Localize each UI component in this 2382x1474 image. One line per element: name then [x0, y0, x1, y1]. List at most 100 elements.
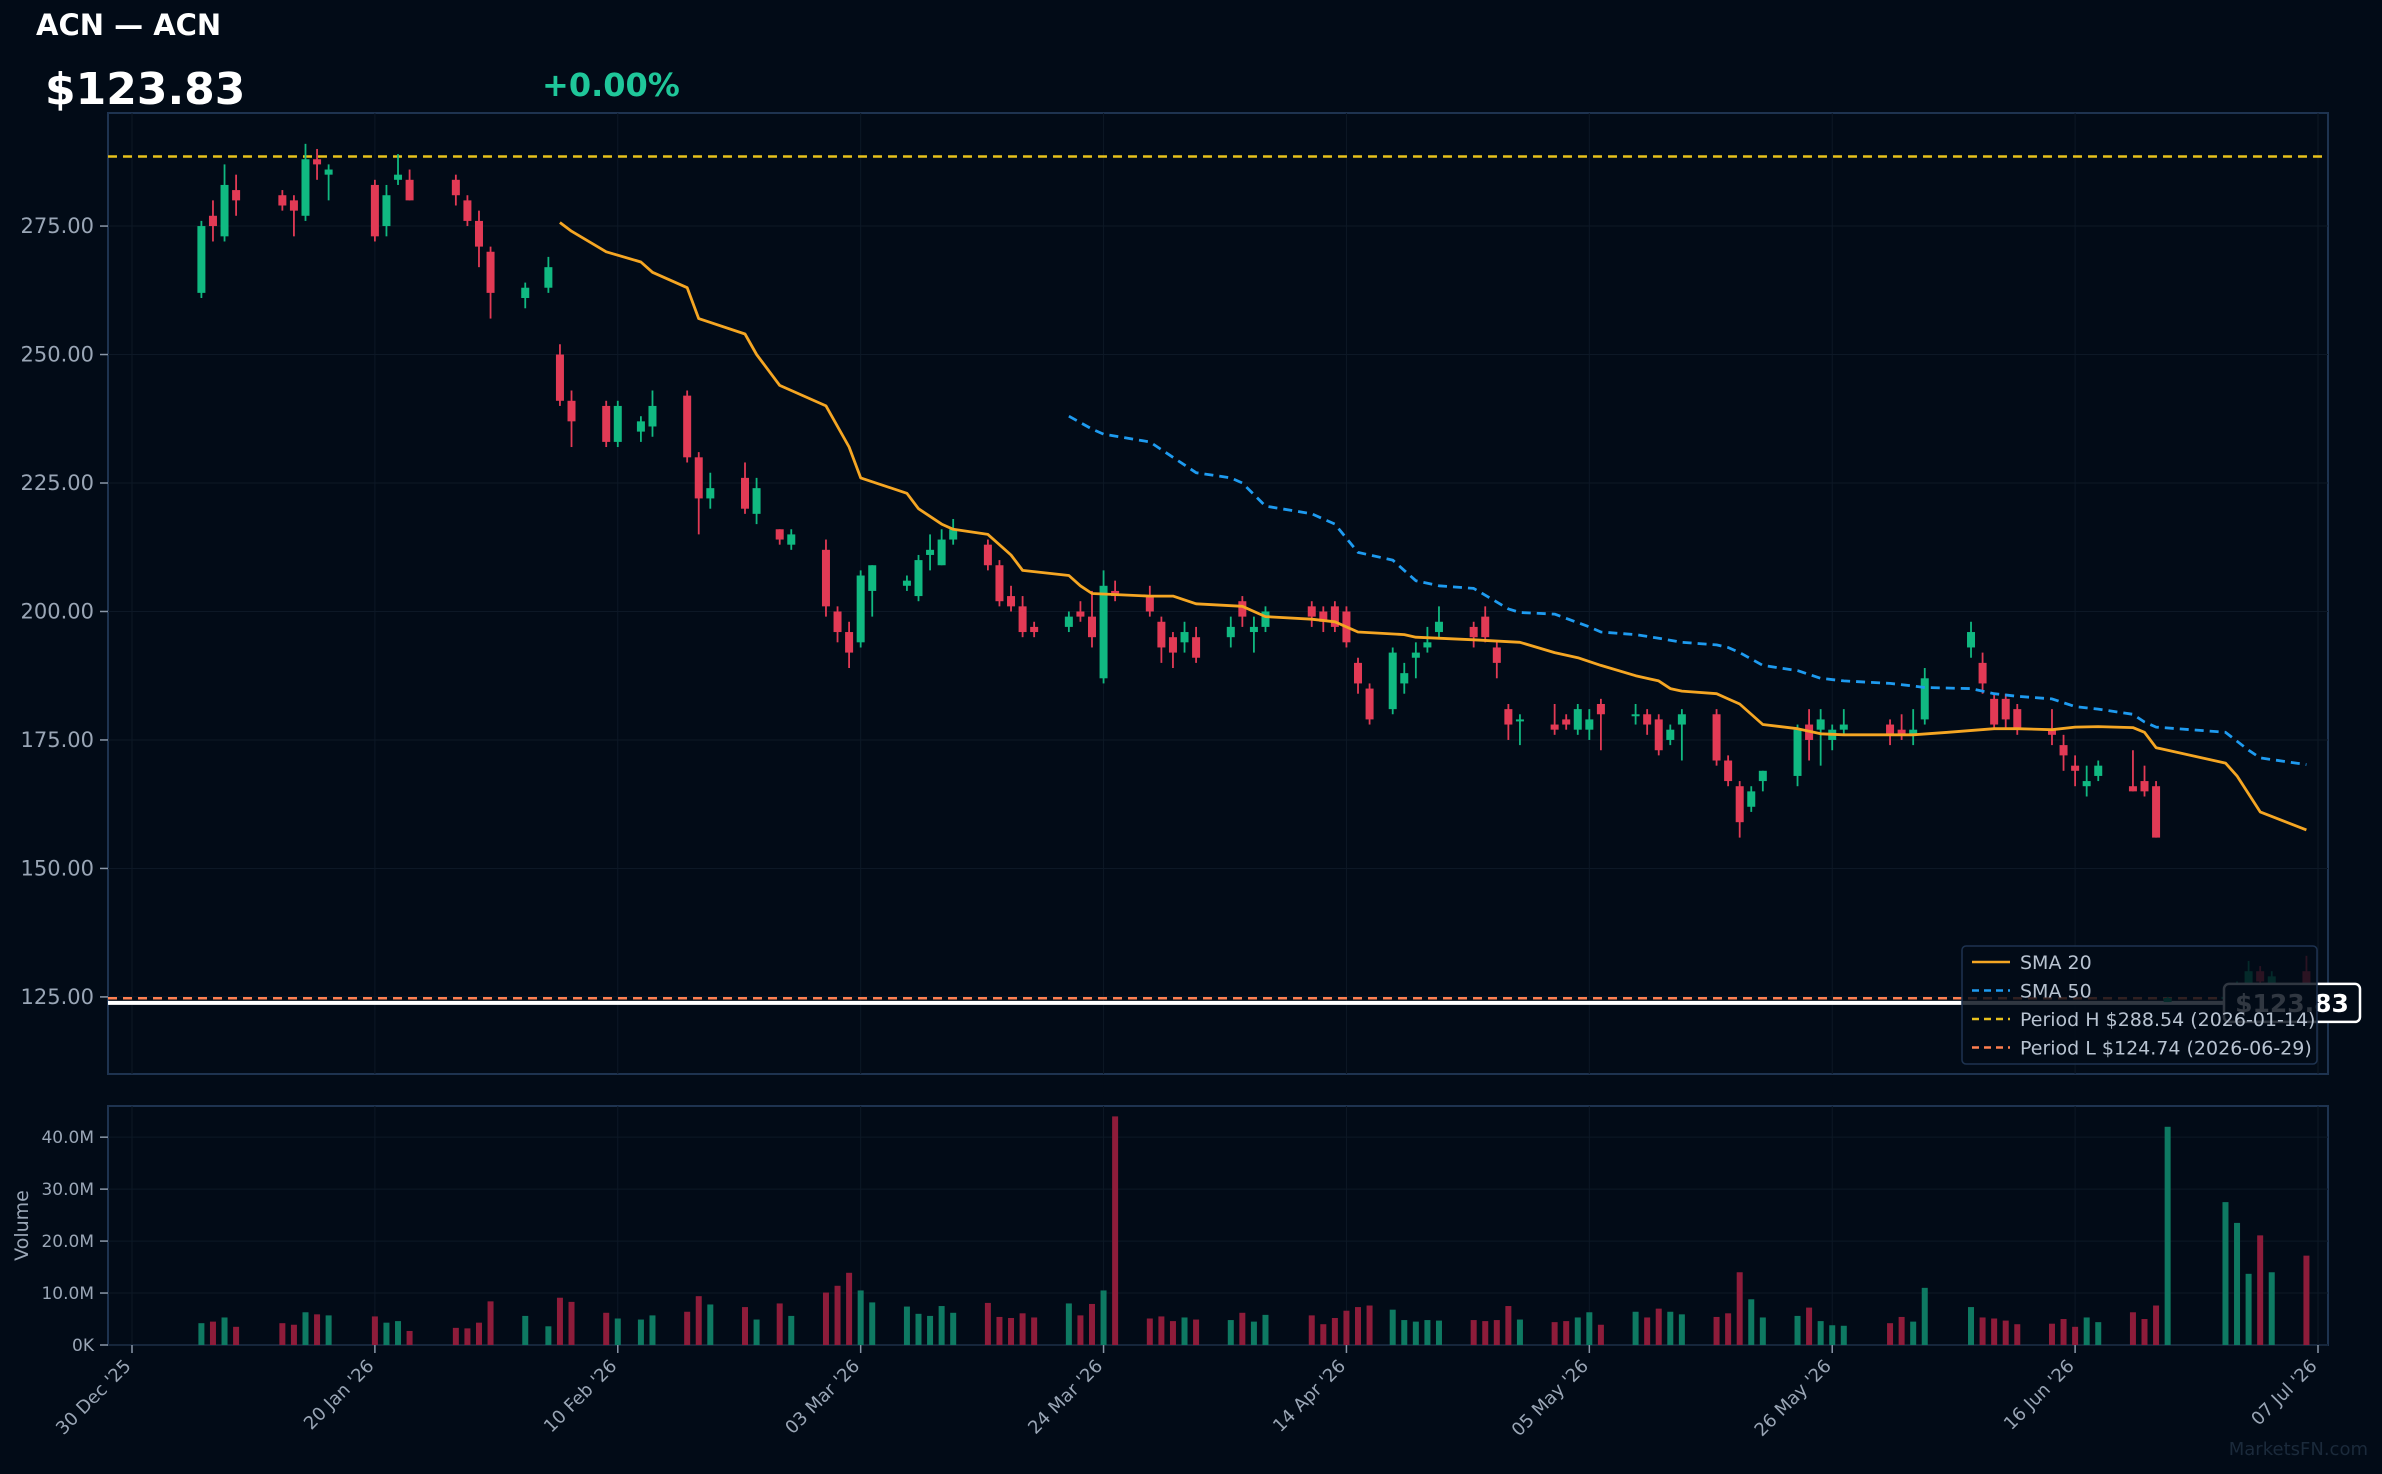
- candle-body: [1076, 611, 1085, 617]
- x-tick-label: 24 Mar '26: [1024, 1356, 1107, 1439]
- y-tick-label: 275.00: [21, 214, 94, 238]
- current-price: $123.83: [45, 64, 246, 115]
- volume-bar: [221, 1317, 228, 1345]
- volume-bar: [1921, 1287, 1928, 1345]
- candle-body: [1192, 637, 1201, 658]
- volume-bar: [314, 1314, 321, 1345]
- candle-body: [1099, 585, 1108, 679]
- price-change: +0.00%: [542, 66, 680, 104]
- candle-body: [1238, 601, 1247, 617]
- candle-body: [451, 179, 460, 196]
- volume-bar: [1644, 1317, 1651, 1345]
- candle-body: [937, 539, 946, 566]
- volume-bar: [996, 1316, 1003, 1345]
- candle-body: [1839, 724, 1848, 730]
- volume-bar: [2164, 1126, 2171, 1345]
- volume-bar: [1424, 1320, 1431, 1345]
- candle-body: [220, 184, 229, 237]
- legend-label: SMA 50: [2020, 981, 2092, 1003]
- candle-body: [845, 632, 854, 653]
- volume-bar: [927, 1315, 934, 1345]
- candle-body: [1157, 621, 1166, 648]
- volume-bar: [1019, 1313, 1026, 1345]
- volume-bar: [1655, 1308, 1662, 1345]
- volume-bar: [1748, 1299, 1755, 1345]
- y-tick-label: 150.00: [21, 856, 94, 880]
- sma20-line: [559, 221, 2307, 832]
- candle-body: [856, 575, 865, 643]
- volume-bar: [1181, 1317, 1188, 1345]
- volume-bar: [1794, 1315, 1801, 1345]
- volume-bar: [950, 1312, 957, 1345]
- legend-box: [1961, 945, 2318, 1065]
- candle-body: [1596, 703, 1605, 715]
- candle-body: [1330, 606, 1339, 627]
- volume-bar: [869, 1302, 876, 1345]
- candle-body: [1354, 662, 1363, 684]
- candle-body: [902, 580, 911, 586]
- volume-bar: [1516, 1319, 1523, 1345]
- volume-bar: [684, 1311, 691, 1345]
- volume-bar: [1898, 1316, 1905, 1345]
- volume-bar: [475, 1322, 482, 1345]
- candle-body: [2001, 698, 2010, 720]
- volume-bar: [846, 1272, 853, 1345]
- volume-bar: [1632, 1311, 1639, 1345]
- candle-body: [1920, 678, 1929, 720]
- volume-bar: [2048, 1323, 2055, 1345]
- candle-body: [752, 488, 761, 514]
- candle-body: [775, 529, 784, 540]
- candle-body: [1492, 647, 1501, 663]
- volume-bar: [1401, 1320, 1408, 1345]
- x-tick-label: 07 Jul '26: [2247, 1356, 2321, 1430]
- candle-body: [1030, 626, 1039, 633]
- volume-bar: [1725, 1313, 1732, 1345]
- candle-body: [2082, 781, 2091, 787]
- watermark: MarketsFN.com: [2228, 1439, 2368, 1460]
- candle-body: [555, 354, 564, 401]
- volume-bar: [742, 1307, 749, 1345]
- volume-bar: [2141, 1319, 2148, 1345]
- candle-body: [636, 421, 645, 432]
- volume-bar: [2268, 1272, 2275, 1345]
- candle-body: [694, 457, 703, 499]
- y-tick-label: 250.00: [21, 343, 94, 367]
- candle-body: [567, 400, 576, 422]
- candle-body: [1007, 596, 1016, 607]
- x-tick-label: 26 May '26: [1751, 1356, 1836, 1441]
- candle-body: [1307, 606, 1316, 617]
- volume-bar: [1146, 1318, 1153, 1345]
- candle-body: [983, 544, 992, 566]
- volume-bar: [1065, 1303, 1072, 1345]
- candle-body: [2059, 745, 2068, 756]
- candle-body: [995, 565, 1004, 602]
- candle-body: [1064, 616, 1073, 627]
- volume-bar: [1320, 1324, 1327, 1345]
- volume-tick-label: 0K: [72, 1336, 95, 1356]
- volume-bar: [788, 1315, 795, 1345]
- volume-bar: [1482, 1321, 1489, 1345]
- x-axis: 30 Dec '25 20 Jan '26 10 Feb '26 03 Mar '26…: [52, 1345, 2322, 1441]
- x-tick-label: 10 Feb '26: [540, 1356, 621, 1437]
- candle-body: [1677, 714, 1686, 725]
- candle-body: [486, 251, 495, 293]
- price-panel-frame: [107, 112, 2329, 1075]
- candle-body: [370, 184, 379, 237]
- volume-bar: [1493, 1320, 1500, 1345]
- volume-bar: [2153, 1305, 2160, 1345]
- volume-bar: [545, 1326, 552, 1345]
- chart-title: ACN — ACN: [36, 8, 222, 42]
- candle-body: [544, 267, 553, 288]
- candle-body: [1758, 770, 1767, 782]
- candle-body: [683, 395, 692, 458]
- candle-body: [1573, 709, 1582, 730]
- volume-bar: [1840, 1325, 1847, 1345]
- candle-body: [1735, 786, 1744, 823]
- volume-bar: [707, 1304, 714, 1345]
- candle-body: [1666, 729, 1675, 740]
- candle-body: [1631, 714, 1640, 717]
- y-tick-label: 175.00: [21, 728, 94, 752]
- candle-body: [463, 200, 472, 221]
- volume-tick-label: 40.0M: [41, 1128, 94, 1148]
